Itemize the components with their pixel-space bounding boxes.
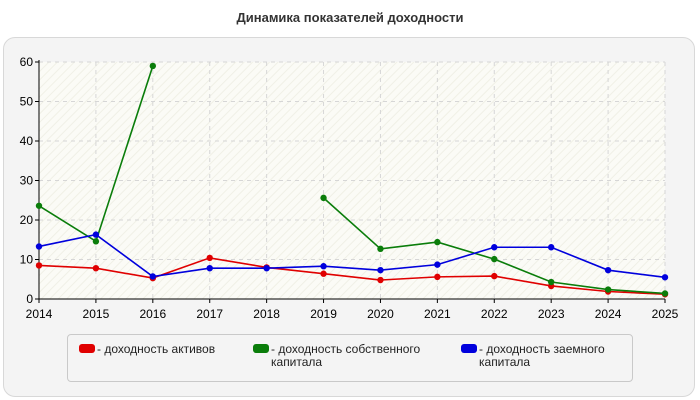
x-tick-label: 2021 (424, 307, 451, 321)
y-tick-label: 10 (20, 253, 34, 267)
x-tick-label: 2022 (481, 307, 508, 321)
y-tick-label: 60 (20, 55, 34, 69)
data-point (35, 262, 43, 269)
x-tick-label: 2015 (83, 307, 110, 321)
x-tick-label: 2023 (538, 307, 565, 321)
data-point (491, 272, 498, 280)
x-tick-label: 2019 (310, 307, 337, 321)
data-point (434, 238, 441, 246)
data-point (547, 278, 555, 286)
x-tick-label: 2017 (196, 307, 223, 321)
x-tick-label: 2016 (139, 307, 166, 321)
data-point (206, 264, 213, 272)
legend-swatch-debt (461, 344, 477, 353)
x-tick-label: 2020 (367, 307, 394, 321)
data-point (320, 270, 327, 277)
data-point (149, 62, 157, 70)
x-tick-label: 2025 (652, 307, 679, 321)
data-point (547, 244, 555, 251)
data-point (377, 266, 384, 274)
legend-label-assets: - доходность активов (97, 342, 216, 356)
data-point (434, 273, 441, 281)
y-tick-label: 0 (26, 292, 33, 306)
legend-swatch-assets (79, 344, 95, 353)
legend-label-debt: - доходность заемного капитала (479, 342, 605, 369)
series-2 (35, 231, 669, 281)
data-point (263, 264, 270, 272)
data-point (377, 276, 384, 284)
data-point (320, 263, 327, 270)
y-tick-label: 50 (20, 95, 34, 109)
data-point (491, 255, 498, 263)
data-point (320, 194, 327, 202)
x-tick-label: 2014 (26, 307, 53, 321)
data-point (604, 266, 612, 274)
data-point (491, 244, 498, 251)
y-tick-label: 20 (20, 213, 34, 227)
data-point (206, 254, 213, 262)
data-point (35, 202, 43, 209)
data-point (92, 238, 100, 245)
data-point (377, 245, 384, 253)
legend-swatch-equity (253, 344, 269, 353)
data-point (92, 231, 100, 238)
data-point (661, 290, 669, 297)
series-1 (35, 62, 669, 297)
data-point (661, 274, 669, 281)
data-point (149, 273, 157, 280)
x-tick-label: 2024 (595, 307, 622, 321)
y-tick-label: 30 (20, 174, 34, 188)
data-point (604, 286, 612, 293)
series-line (38, 233, 666, 279)
data-point (92, 264, 100, 272)
chart-title: Динамика показателей доходности (236, 10, 464, 25)
data-point (35, 243, 43, 250)
legend: - доходность активов - доходность собств… (67, 334, 633, 382)
series-line (38, 257, 666, 296)
legend-label-equity: - доходность собственного капитала (271, 342, 421, 369)
x-tick-label: 2018 (253, 307, 280, 321)
y-tick-label: 40 (20, 134, 34, 148)
data-point (434, 261, 441, 268)
